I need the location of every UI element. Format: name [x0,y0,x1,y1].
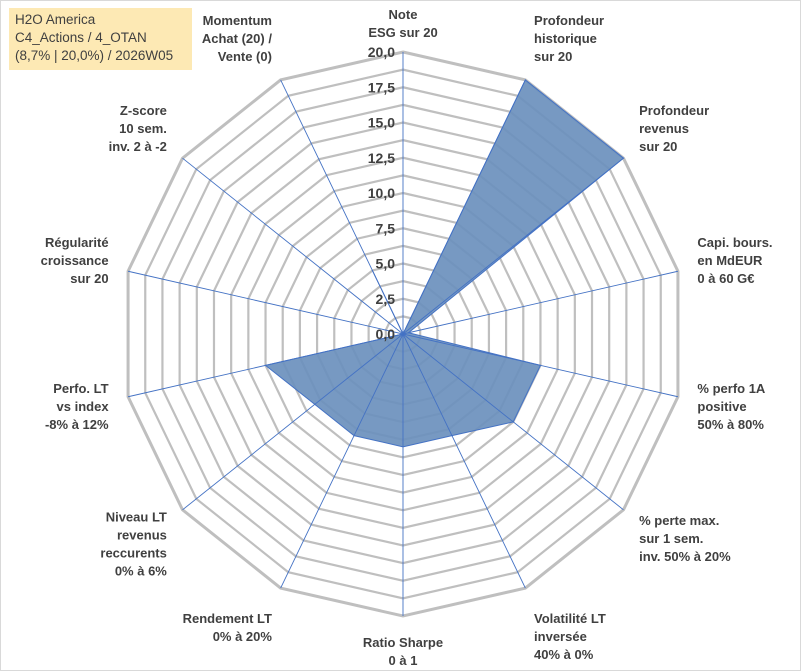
tick-label-5: 12,5 [368,150,395,166]
radar-spokes [127,52,679,616]
radar-series-area [264,79,625,448]
chart-title: H2O America [15,12,96,27]
spoke-5 [402,333,624,511]
tick-label-7: 17,5 [368,79,395,95]
radar-series [264,79,625,448]
tick-label-1: 2,5 [376,291,396,307]
spoke-4 [402,333,679,398]
chart-subtitle-line-2: (8,7% | 20,0%) / 2026W05 [15,48,174,63]
axis-label-13: Momentum Achat (20) / Vente (0) [202,13,272,64]
spoke-2 [402,157,624,335]
axis-label-4: % perfo 1A positive 50% à 80% [697,381,766,432]
spoke-9 [182,333,404,511]
axis-label-5: % perte max. sur 1 sem. inv. 50% à 20% [639,513,731,564]
spoke-6 [402,333,526,589]
axis-label-3: Capi. bours. en MdEUR 0 à 60 G€ [697,235,772,286]
axis-label-12: Z-score 10 sem. inv. 2 à -2 [109,103,167,154]
axis-label-7: Ratio Sharpe 0 à 1 [363,635,443,668]
tick-label-6: 15,0 [368,115,395,131]
chart-title-box: H2O America C4_Actions / 4_OTAN (8,7% | … [9,8,192,70]
radar-axis-labels: Note ESG sur 20 Profondeur historique sur 20… [41,7,773,668]
axis-label-0: Note ESG sur 20 [368,7,437,40]
spoke-13 [280,79,404,335]
tick-label-3: 7,5 [376,220,396,236]
axis-label-2: Profondeur revenus sur 20 [639,103,709,154]
radar-tick-labels: 0,0 2,5 5,0 7,5 10,0 12,5 15,0 17,5 20,0 [368,44,395,342]
axis-label-1: Profondeur historique sur 20 [534,13,604,64]
spoke-11 [127,270,404,335]
spoke-1 [402,79,526,335]
axis-label-8: Rendement LT 0% à 20% [183,611,273,644]
spoke-12 [182,157,404,335]
axis-label-9: Niveau LT revenus reccurents 0% à 6% [100,510,167,579]
spoke-3 [402,270,679,335]
spoke-10 [127,333,404,398]
spoke-8 [280,333,404,589]
tick-label-8: 20,0 [368,44,395,60]
axis-label-10: Perfo. LT vs index -8% à 12% [45,381,109,432]
tick-label-2: 5,0 [376,256,396,272]
axis-label-11: Régularité croissance sur 20 [41,235,109,286]
axis-label-6: Volatilité LT inversée 40% à 0% [534,611,606,662]
tick-label-0: 0,0 [376,326,396,342]
tick-label-4: 10,0 [368,185,395,201]
chart-subtitle-line-1: C4_Actions / 4_OTAN [15,30,147,45]
